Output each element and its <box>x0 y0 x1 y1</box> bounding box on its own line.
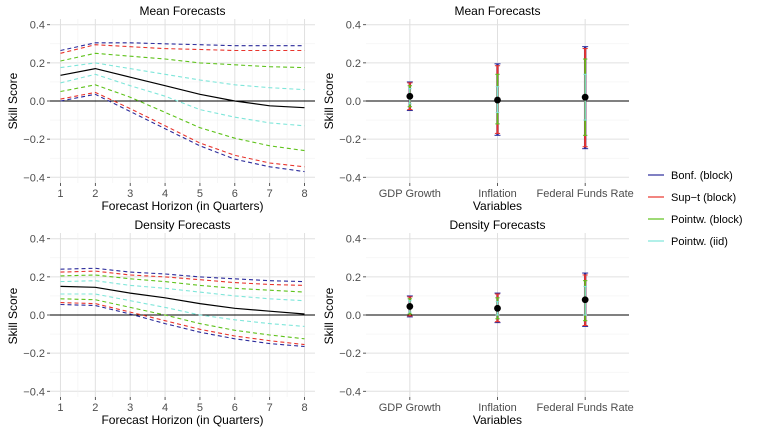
x-tick-label: 2 <box>92 402 98 414</box>
band-upper-line <box>60 52 305 69</box>
band-upper-line <box>60 280 305 302</box>
legend-item-sup-t: Sup−t (block) <box>648 192 736 204</box>
x-tick-label: 3 <box>127 188 133 200</box>
panel-title: Mean Forecasts <box>139 4 225 18</box>
x-tick-label: Federal Funds Rate <box>537 188 634 200</box>
y-tick-label: 0.0 <box>346 96 361 108</box>
x-tick-label: GDP Growth <box>379 402 441 414</box>
y-axis-title: Skill Score <box>322 287 336 344</box>
y-tick-label: −0.2 <box>23 348 45 360</box>
y-tick-label: 0.4 <box>346 234 361 246</box>
y-tick-label: 0.2 <box>30 58 45 70</box>
band-lower-line <box>60 91 305 168</box>
band-upper-line <box>60 62 305 91</box>
y-tick-label: 0.2 <box>346 58 361 70</box>
x-tick-label: 3 <box>127 402 133 414</box>
panel-mean-forecasts-horizon: −0.4 −0.2 0.0 0.2 0.4 1 2 3 4 5 6 7 8 Mean Forecasts… <box>6 4 315 213</box>
y-axis-title: Skill Score <box>322 72 336 129</box>
x-tick-label: 6 <box>232 402 238 414</box>
y-axis-title: Skill Score <box>6 287 20 344</box>
x-axis-title: Variables <box>473 413 522 427</box>
y-tick-label: 0.2 <box>346 272 361 284</box>
panel-density-forecasts-horizon: −0.4 −0.2 0.0 0.2 0.4 1 2 3 4 5 6 7 8 Density Foreca… <box>6 218 315 427</box>
y-axis-title: Skill Score <box>6 72 20 129</box>
x-tick-label: 4 <box>162 188 168 200</box>
panel-density-forecasts-variables: −0.4 −0.2 0.0 0.2 0.4 GDP Growth Inflation Fede… <box>322 218 634 427</box>
band-upper-line <box>60 42 305 52</box>
y-tick-label: −0.4 <box>23 386 45 398</box>
point-estimate-line <box>60 67 305 109</box>
x-tick-label: 8 <box>301 402 307 414</box>
band-upper-line <box>60 274 305 293</box>
panel-title: Density Forecasts <box>449 218 545 232</box>
point-estimate-marker <box>581 296 589 304</box>
panel-title: Mean Forecasts <box>454 4 540 18</box>
x-tick-label: 5 <box>197 188 203 200</box>
legend-item-bonf: Bonf. (block) <box>648 170 733 182</box>
x-tick-label: 1 <box>57 402 63 414</box>
x-tick-label: 4 <box>162 402 168 414</box>
point-estimate-marker <box>406 303 414 310</box>
x-tick-label: Federal Funds Rate <box>537 402 634 414</box>
y-tick-label: 0.0 <box>346 310 361 322</box>
x-axis-title: Forecast Horizon (in Quarters) <box>101 199 263 213</box>
band-upper-line <box>60 270 305 286</box>
legend-item-pointw-iid: Pointw. (iid) <box>648 236 728 248</box>
band-lower-line <box>60 93 305 173</box>
plot-area: −0.4 −0.2 0.0 0.2 0.4 1 2 3 4 5 6 7 8 <box>23 233 315 414</box>
y-tick-label: −0.2 <box>339 134 361 146</box>
x-tick-label: 7 <box>267 188 273 200</box>
x-tick-label: Inflation <box>478 188 517 200</box>
x-tick-label: 5 <box>197 402 203 414</box>
panel-mean-forecasts-variables: −0.4 −0.2 0.0 0.2 0.4 GDP Growth Inflation Fede… <box>322 4 634 213</box>
y-tick-label: −0.4 <box>339 172 361 184</box>
x-tick-label: Inflation <box>478 402 517 414</box>
y-tick-label: −0.2 <box>339 348 361 360</box>
y-tick-label: −0.2 <box>23 134 45 146</box>
y-tick-label: 0.2 <box>30 272 45 284</box>
x-tick-label: 7 <box>267 402 273 414</box>
legend: Bonf. (block) Sup−t (block) Pointw. (blo… <box>648 170 743 248</box>
y-tick-label: 0.0 <box>30 310 45 322</box>
point-estimate-line <box>60 285 305 315</box>
band-lower-line <box>60 84 305 152</box>
point-estimate-marker <box>494 304 501 312</box>
legend-label: Pointw. (block) <box>671 214 743 226</box>
x-axis-title: Forecast Horizon (in Quarters) <box>101 413 263 427</box>
legend-label: Sup−t (block) <box>671 192 736 204</box>
y-tick-label: −0.4 <box>23 172 45 184</box>
point-estimate-marker <box>581 93 589 101</box>
band-lower-line <box>60 298 305 340</box>
band-upper-line <box>60 44 305 54</box>
y-tick-label: 0.4 <box>346 20 361 32</box>
x-tick-label: GDP Growth <box>379 188 441 200</box>
plot-area: −0.4 −0.2 0.0 0.2 0.4 GDP Growth Inflation Fede… <box>339 233 634 414</box>
band-lower-line <box>60 293 305 327</box>
y-tick-label: 0.4 <box>30 234 45 246</box>
x-tick-label: 2 <box>92 188 98 200</box>
band-lower-line <box>60 73 305 127</box>
x-tick-label: 8 <box>301 188 307 200</box>
band-upper-line <box>60 267 305 283</box>
legend-label: Pointw. (iid) <box>671 236 728 248</box>
legend-label: Bonf. (block) <box>671 170 733 182</box>
point-estimate-marker <box>406 92 414 100</box>
x-tick-label: 1 <box>57 188 63 200</box>
point-estimate-marker <box>494 96 501 104</box>
y-tick-label: 0.4 <box>30 20 45 32</box>
plot-area: −0.4 −0.2 0.0 0.2 0.4 1 2 3 4 5 6 7 8 <box>23 19 315 200</box>
legend-item-pointw-block: Pointw. (block) <box>648 214 743 226</box>
plot-area: −0.4 −0.2 0.0 0.2 0.4 GDP Growth Inflation Fede… <box>339 19 634 200</box>
y-tick-label: −0.4 <box>339 386 361 398</box>
panel-title: Density Forecasts <box>134 218 230 232</box>
x-axis-title: Variables <box>473 199 522 213</box>
x-tick-label: 6 <box>232 188 238 200</box>
y-tick-label: 0.0 <box>30 96 45 108</box>
